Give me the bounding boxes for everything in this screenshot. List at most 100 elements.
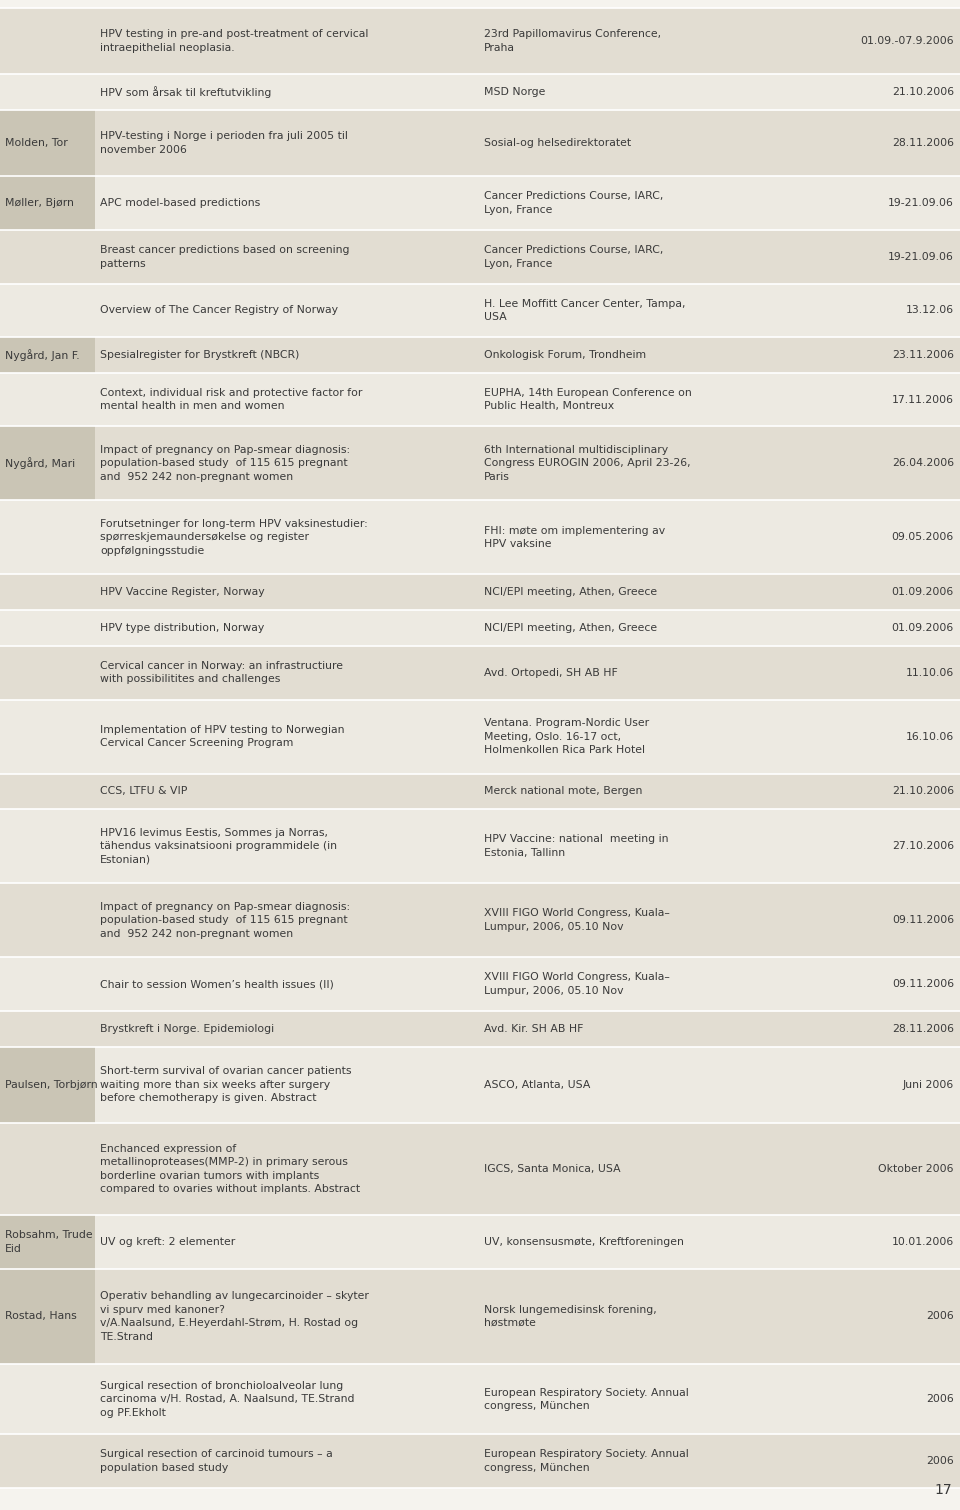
Text: HPV16 levimus Eestis, Sommes ja Norras,: HPV16 levimus Eestis, Sommes ja Norras, [100,827,328,838]
Text: 16.10.06: 16.10.06 [905,731,954,741]
Bar [0,284,95,337]
Text: metallinoproteases(MMP-2) in primary serous: metallinoproteases(MMP-2) in primary ser… [100,1157,348,1167]
Text: APC model-based predictions: APC model-based predictions [100,198,260,208]
Bar [0,883,95,957]
Bar [95,337,960,373]
Text: 19-21.09.06: 19-21.09.06 [888,198,954,208]
Text: Breast cancer predictions based on screening: Breast cancer predictions based on scree… [100,245,349,255]
Text: Forutsetninger for long-term HPV vaksinestudier:: Forutsetninger for long-term HPV vaksine… [100,519,368,528]
Text: population-based study  of 115 615 pregnant: population-based study of 115 615 pregna… [100,915,348,926]
Text: 01.09.2006: 01.09.2006 [892,587,954,598]
Text: compared to ovaries without implants. Abstract: compared to ovaries without implants. Ab… [100,1184,360,1194]
Bar [95,110,960,177]
Text: XVIII FIGO World Congress, Kuala–: XVIII FIGO World Congress, Kuala– [484,972,670,983]
Bar [0,426,95,500]
Text: 27.10.2006: 27.10.2006 [892,841,954,852]
Bar [95,809,960,883]
Bar [0,1123,95,1216]
Text: NCI/EPI meeting, Athen, Greece: NCI/EPI meeting, Athen, Greece [484,587,658,598]
Circle shape [775,965,905,1095]
Text: Møller, Bjørn: Møller, Bjørn [5,198,74,208]
Bar [95,74,960,110]
Bar [0,110,95,177]
Text: HPV Vaccine Register, Norway: HPV Vaccine Register, Norway [100,587,265,598]
Text: 2006: 2006 [926,1456,954,1466]
Text: 17: 17 [934,1483,952,1496]
Text: Lumpur, 2006, 05.10 Nov: Lumpur, 2006, 05.10 Nov [484,986,623,995]
Text: Cancer Predictions Course, IARC,: Cancer Predictions Course, IARC, [484,245,663,255]
Bar [95,284,960,337]
Text: Public Health, Montreux: Public Health, Montreux [484,402,614,411]
Text: EUPHA, 14th European Conference on: EUPHA, 14th European Conference on [484,388,692,399]
Bar [0,610,95,646]
Text: Spesialregister for Brystkreft (NBCR): Spesialregister for Brystkreft (NBCR) [100,350,300,359]
Text: Impact of pregnancy on Pap-smear diagnosis:: Impact of pregnancy on Pap-smear diagnos… [100,445,350,455]
Text: november 2006: november 2006 [100,145,187,156]
Bar [95,957,960,1010]
Bar [95,177,960,230]
Text: HPV type distribution, Norway: HPV type distribution, Norway [100,624,264,633]
Text: Lyon, France: Lyon, France [484,205,552,214]
Text: Surgical resection of bronchioloalveolar lung: Surgical resection of bronchioloalveolar… [100,1380,344,1391]
Text: and  952 242 non-pregnant women: and 952 242 non-pregnant women [100,473,293,482]
Text: European Respiratory Society. Annual: European Respiratory Society. Annual [484,1450,688,1460]
Text: 13.12.06: 13.12.06 [906,305,954,316]
Text: Estonia, Tallinn: Estonia, Tallinn [484,849,565,858]
Bar [95,610,960,646]
Text: v/A.Naalsund, E.Heyerdahl-Strøm, H. Rostad og: v/A.Naalsund, E.Heyerdahl-Strøm, H. Rost… [100,1318,358,1329]
Text: TE.Strand: TE.Strand [100,1332,153,1342]
Text: Merck national mote, Bergen: Merck national mote, Bergen [484,787,642,796]
Text: 09.05.2006: 09.05.2006 [892,533,954,542]
Text: and  952 242 non-pregnant women: and 952 242 non-pregnant women [100,929,293,939]
Bar [0,957,95,1010]
Bar [95,646,960,699]
Bar [0,699,95,773]
Bar [95,1010,960,1046]
Bar [95,500,960,574]
Text: Eid: Eid [5,1244,22,1253]
Text: HPV som årsak til kreftutvikling: HPV som årsak til kreftutvikling [100,86,272,98]
Text: oppfølgningsstudie: oppfølgningsstudie [100,547,204,556]
Text: FHI: møte om implementering av: FHI: møte om implementering av [484,525,665,536]
Text: Paris: Paris [484,473,510,482]
Text: 17.11.2006: 17.11.2006 [892,394,954,405]
Text: 2006: 2006 [926,1394,954,1404]
Bar [0,809,95,883]
Text: H. Lee Moffitt Cancer Center, Tampa,: H. Lee Moffitt Cancer Center, Tampa, [484,299,685,308]
Text: Onkologisk Forum, Trondheim: Onkologisk Forum, Trondheim [484,350,646,359]
Text: Avd. Ortopedi, SH AB HF: Avd. Ortopedi, SH AB HF [484,667,617,678]
Text: IGCS, Santa Monica, USA: IGCS, Santa Monica, USA [484,1164,620,1175]
Text: Brystkreft i Norge. Epidemiologi: Brystkreft i Norge. Epidemiologi [100,1024,275,1034]
Text: Surgical resection of carcinoid tumours – a: Surgical resection of carcinoid tumours … [100,1450,333,1460]
Bar [0,1268,95,1364]
Bar [95,1123,960,1216]
Text: 26.04.2006: 26.04.2006 [892,459,954,468]
Text: congress, München: congress, München [484,1401,589,1410]
Text: Meeting, Oslo. 16-17 oct,: Meeting, Oslo. 16-17 oct, [484,731,621,741]
Text: Nygård, Jan F.: Nygård, Jan F. [5,349,80,361]
Text: høstmøte: høstmøte [484,1318,536,1329]
Text: European Respiratory Society. Annual: European Respiratory Society. Annual [484,1388,688,1398]
Text: 2006: 2006 [926,1311,954,1321]
Text: Congress EUROGIN 2006, April 23-26,: Congress EUROGIN 2006, April 23-26, [484,459,690,468]
Text: Chair to session Women’s health issues (II): Chair to session Women’s health issues (… [100,978,334,989]
Bar [0,1487,960,1510]
Bar [0,177,95,230]
Bar [0,1216,95,1268]
Bar [95,883,960,957]
Text: Implementation of HPV testing to Norwegian: Implementation of HPV testing to Norwegi… [100,725,345,735]
Text: 21.10.2006: 21.10.2006 [892,787,954,796]
Bar [95,1046,960,1123]
Text: 23rd Papillomavirus Conference,: 23rd Papillomavirus Conference, [484,29,661,39]
Circle shape [665,805,775,915]
Text: Ventana. Program-Nordic User: Ventana. Program-Nordic User [484,719,649,728]
Text: Molden, Tor: Molden, Tor [5,139,68,148]
Text: USA: USA [484,313,507,322]
Bar [0,373,95,426]
Text: Estonian): Estonian) [100,855,151,865]
Text: 6th International multidisciplinary: 6th International multidisciplinary [484,445,668,455]
Text: Rostad, Hans: Rostad, Hans [5,1311,77,1321]
Text: congress, München: congress, München [484,1463,589,1472]
Text: Operativ behandling av lungecarcinoider – skyter: Operativ behandling av lungecarcinoider … [100,1291,369,1302]
Bar [95,1268,960,1364]
